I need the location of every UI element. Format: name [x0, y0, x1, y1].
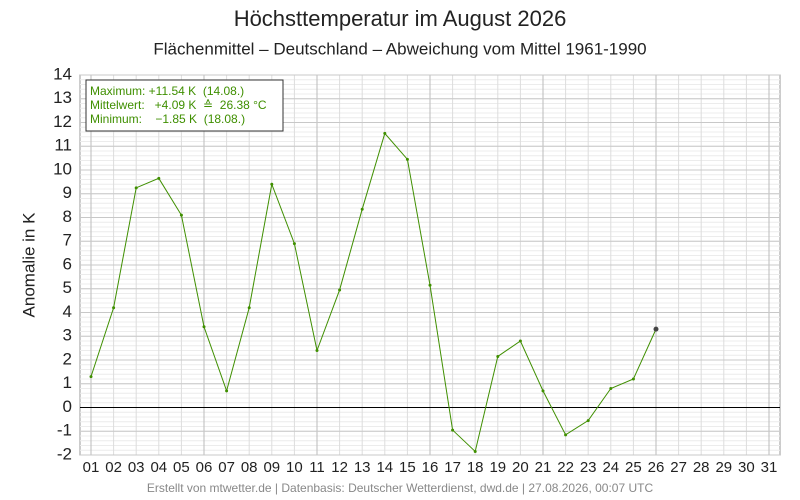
x-tick-label: 11 [309, 459, 325, 476]
x-tick-label: 30 [738, 459, 755, 476]
y-tick-label: 13 [53, 88, 72, 107]
info-box [85, 79, 284, 132]
data-point [202, 325, 206, 329]
x-tick-label: 10 [286, 459, 303, 476]
data-point [586, 419, 590, 423]
data-point [179, 213, 183, 217]
chart-subtitle: Flächenmittel – Deutschland – Abweichung… [153, 39, 646, 58]
data-point [541, 389, 545, 393]
y-tick-label: 0 [63, 397, 72, 416]
x-tick-label: 16 [422, 459, 439, 476]
x-tick-label: 28 [693, 459, 710, 476]
y-tick-label: 9 [63, 183, 72, 202]
x-tick-label: 19 [489, 459, 506, 476]
data-point [473, 449, 477, 453]
x-tick-label: 20 [512, 459, 529, 476]
data-point [653, 326, 659, 332]
y-tick-label: 1 [63, 373, 72, 392]
y-tick-label: 3 [63, 326, 72, 345]
data-point [609, 387, 613, 390]
y-tick-label: 14 [53, 64, 72, 83]
footer: Erstellt von mtwetter.de | Datenbasis: D… [147, 481, 654, 495]
y-tick-label: 8 [63, 207, 72, 226]
data-point [518, 339, 522, 343]
x-tick-label: 15 [399, 459, 416, 476]
x-tick-label: 09 [263, 459, 280, 476]
data-point [315, 349, 319, 352]
y-tick-label: -2 [57, 444, 72, 463]
data-point [405, 157, 409, 161]
x-tick-label: 05 [173, 459, 190, 476]
x-tick-label: 13 [354, 459, 371, 476]
x-tick-label: 02 [105, 459, 122, 476]
y-tick-label: 6 [63, 254, 72, 273]
data-point [134, 186, 138, 190]
x-tick-label: 22 [557, 459, 574, 476]
data-point [225, 389, 229, 393]
x-tick-label: 23 [580, 459, 597, 476]
x-tick-label: 26 [648, 459, 665, 476]
x-tick-label: 17 [444, 459, 461, 476]
data-point [496, 354, 500, 358]
x-tick-label: 27 [670, 459, 687, 476]
data-point [383, 131, 387, 135]
data-point [247, 306, 251, 310]
y-tick-label: 7 [63, 231, 72, 250]
x-tick-label: 12 [331, 459, 348, 476]
data-point [270, 182, 274, 186]
data-point [112, 306, 116, 310]
info-text: Mittelwert: +4.09 K ≙ 26.38 °C [90, 98, 267, 112]
x-tick-label: 31 [761, 459, 778, 476]
info-text: Maximum: +11.54 K (14.08.) [90, 84, 244, 98]
x-tick-label: 03 [128, 459, 145, 476]
x-tick-label: 01 [83, 459, 100, 476]
data-line [90, 132, 657, 453]
data-point [360, 207, 364, 211]
x-tick-label: 18 [467, 459, 484, 476]
data-point [89, 375, 93, 379]
y-tick-label: 12 [53, 112, 72, 131]
y-tick-label: 2 [63, 349, 72, 368]
data-point [631, 377, 635, 381]
x-tick-label: 07 [218, 459, 235, 476]
y-tick-label: 5 [63, 278, 72, 297]
data-point [157, 176, 161, 180]
y-tick-label: 11 [54, 136, 72, 155]
x-tick-label: 06 [196, 459, 213, 476]
x-tick-label: 25 [625, 459, 642, 476]
info-text: Minimum: −1.85 K (18.08.) [90, 112, 245, 126]
x-tick-label: 21 [535, 459, 552, 476]
x-tick-label: 29 [715, 459, 732, 476]
data-point [451, 428, 455, 432]
x-tick-label: 14 [376, 459, 393, 476]
x-tick-label: 08 [241, 459, 258, 476]
data-point [428, 283, 432, 287]
data-point [338, 288, 342, 292]
y-axis-label: Anomalie in K [19, 212, 38, 318]
data-point [292, 242, 296, 246]
x-tick-label: 24 [602, 459, 619, 476]
chart-title: Höchsttemperatur im August 2026 [234, 6, 567, 31]
y-tick-label: -1 [57, 421, 72, 440]
data-point [564, 433, 568, 437]
y-tick-label: 10 [53, 159, 72, 178]
x-tick-label: 04 [150, 459, 167, 476]
y-tick-label: 4 [63, 302, 72, 321]
